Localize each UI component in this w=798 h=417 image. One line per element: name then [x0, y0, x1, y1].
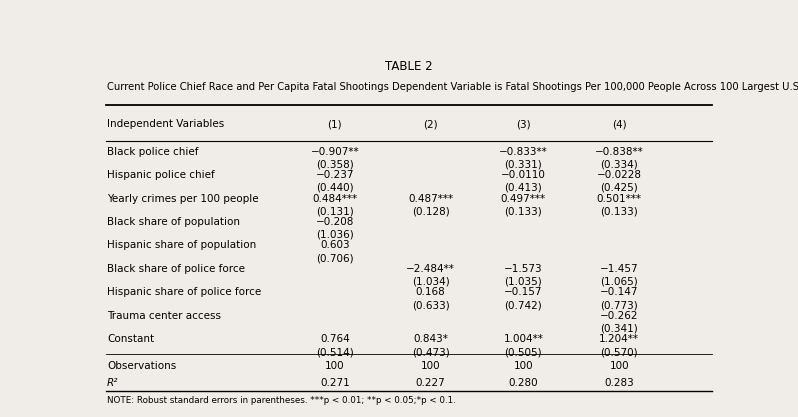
Text: (0.473): (0.473): [412, 347, 449, 357]
Text: (0.633): (0.633): [412, 300, 449, 310]
Text: (1.065): (1.065): [600, 277, 638, 287]
Text: 0.603: 0.603: [320, 241, 350, 251]
Text: Black share of police force: Black share of police force: [107, 264, 245, 274]
Text: 0.280: 0.280: [508, 378, 538, 388]
Text: Observations: Observations: [107, 362, 176, 372]
Text: R²: R²: [107, 378, 119, 388]
Text: (0.570): (0.570): [600, 347, 638, 357]
Text: (0.131): (0.131): [316, 206, 354, 216]
Text: 1.204**: 1.204**: [599, 334, 639, 344]
Text: (0.133): (0.133): [504, 206, 543, 216]
Text: 0.497***: 0.497***: [501, 193, 546, 203]
Text: (4): (4): [612, 119, 626, 129]
Text: (1.034): (1.034): [412, 277, 449, 287]
Text: 0.484***: 0.484***: [312, 193, 358, 203]
Text: 0.168: 0.168: [416, 287, 445, 297]
Text: 0.843*: 0.843*: [413, 334, 448, 344]
Text: 0.227: 0.227: [416, 378, 445, 388]
Text: 0.283: 0.283: [604, 378, 634, 388]
Text: −0.838**: −0.838**: [595, 147, 644, 157]
Text: (0.773): (0.773): [600, 300, 638, 310]
Text: Current Police Chief Race and Per Capita Fatal Shootings Dependent Variable is F: Current Police Chief Race and Per Capita…: [107, 81, 798, 91]
Text: (0.331): (0.331): [504, 160, 543, 170]
Text: −0.0110: −0.0110: [501, 170, 546, 180]
Text: (2): (2): [423, 119, 438, 129]
Text: −0.907**: −0.907**: [310, 147, 359, 157]
Text: −0.157: −0.157: [504, 287, 543, 297]
Text: Yearly crimes per 100 people: Yearly crimes per 100 people: [107, 193, 259, 203]
Text: (1.036): (1.036): [316, 230, 354, 240]
Text: 0.501***: 0.501***: [597, 193, 642, 203]
Text: −0.0228: −0.0228: [597, 170, 642, 180]
Text: −2.484**: −2.484**: [406, 264, 455, 274]
Text: 1.004**: 1.004**: [504, 334, 543, 344]
Text: 100: 100: [514, 362, 533, 372]
Text: (0.334): (0.334): [600, 160, 638, 170]
Text: −0.262: −0.262: [600, 311, 638, 321]
Text: (0.133): (0.133): [600, 206, 638, 216]
Text: 100: 100: [325, 362, 345, 372]
Text: 0.271: 0.271: [320, 378, 350, 388]
Text: −0.833**: −0.833**: [499, 147, 547, 157]
Text: (0.425): (0.425): [600, 183, 638, 193]
Text: (0.742): (0.742): [504, 300, 543, 310]
Text: −0.208: −0.208: [315, 217, 354, 227]
Text: Constant: Constant: [107, 334, 154, 344]
Text: (0.505): (0.505): [504, 347, 542, 357]
Text: 100: 100: [610, 362, 629, 372]
Text: (0.128): (0.128): [412, 206, 449, 216]
Text: (0.413): (0.413): [504, 183, 543, 193]
Text: Trauma center access: Trauma center access: [107, 311, 221, 321]
Text: 100: 100: [421, 362, 440, 372]
Text: Black share of population: Black share of population: [107, 217, 240, 227]
Text: NOTE: Robust standard errors in parentheses. ***p < 0.01; **p < 0.05;*p < 0.1.: NOTE: Robust standard errors in parenthe…: [107, 397, 456, 405]
Text: 0.487***: 0.487***: [408, 193, 453, 203]
Text: −1.457: −1.457: [600, 264, 638, 274]
Text: (0.706): (0.706): [316, 253, 354, 263]
Text: −0.237: −0.237: [315, 170, 354, 180]
Text: (0.341): (0.341): [600, 324, 638, 334]
Text: TABLE 2: TABLE 2: [385, 60, 433, 73]
Text: (0.514): (0.514): [316, 347, 354, 357]
Text: (0.358): (0.358): [316, 160, 354, 170]
Text: Hispanic share of police force: Hispanic share of police force: [107, 287, 262, 297]
Text: Black police chief: Black police chief: [107, 147, 199, 157]
Text: −1.573: −1.573: [504, 264, 543, 274]
Text: −0.147: −0.147: [600, 287, 638, 297]
Text: 0.764: 0.764: [320, 334, 350, 344]
Text: (1.035): (1.035): [504, 277, 543, 287]
Text: (0.440): (0.440): [316, 183, 354, 193]
Text: Independent Variables: Independent Variables: [107, 119, 224, 129]
Text: (1): (1): [327, 119, 342, 129]
Text: Hispanic police chief: Hispanic police chief: [107, 170, 215, 180]
Text: Hispanic share of population: Hispanic share of population: [107, 241, 256, 251]
Text: (3): (3): [516, 119, 531, 129]
